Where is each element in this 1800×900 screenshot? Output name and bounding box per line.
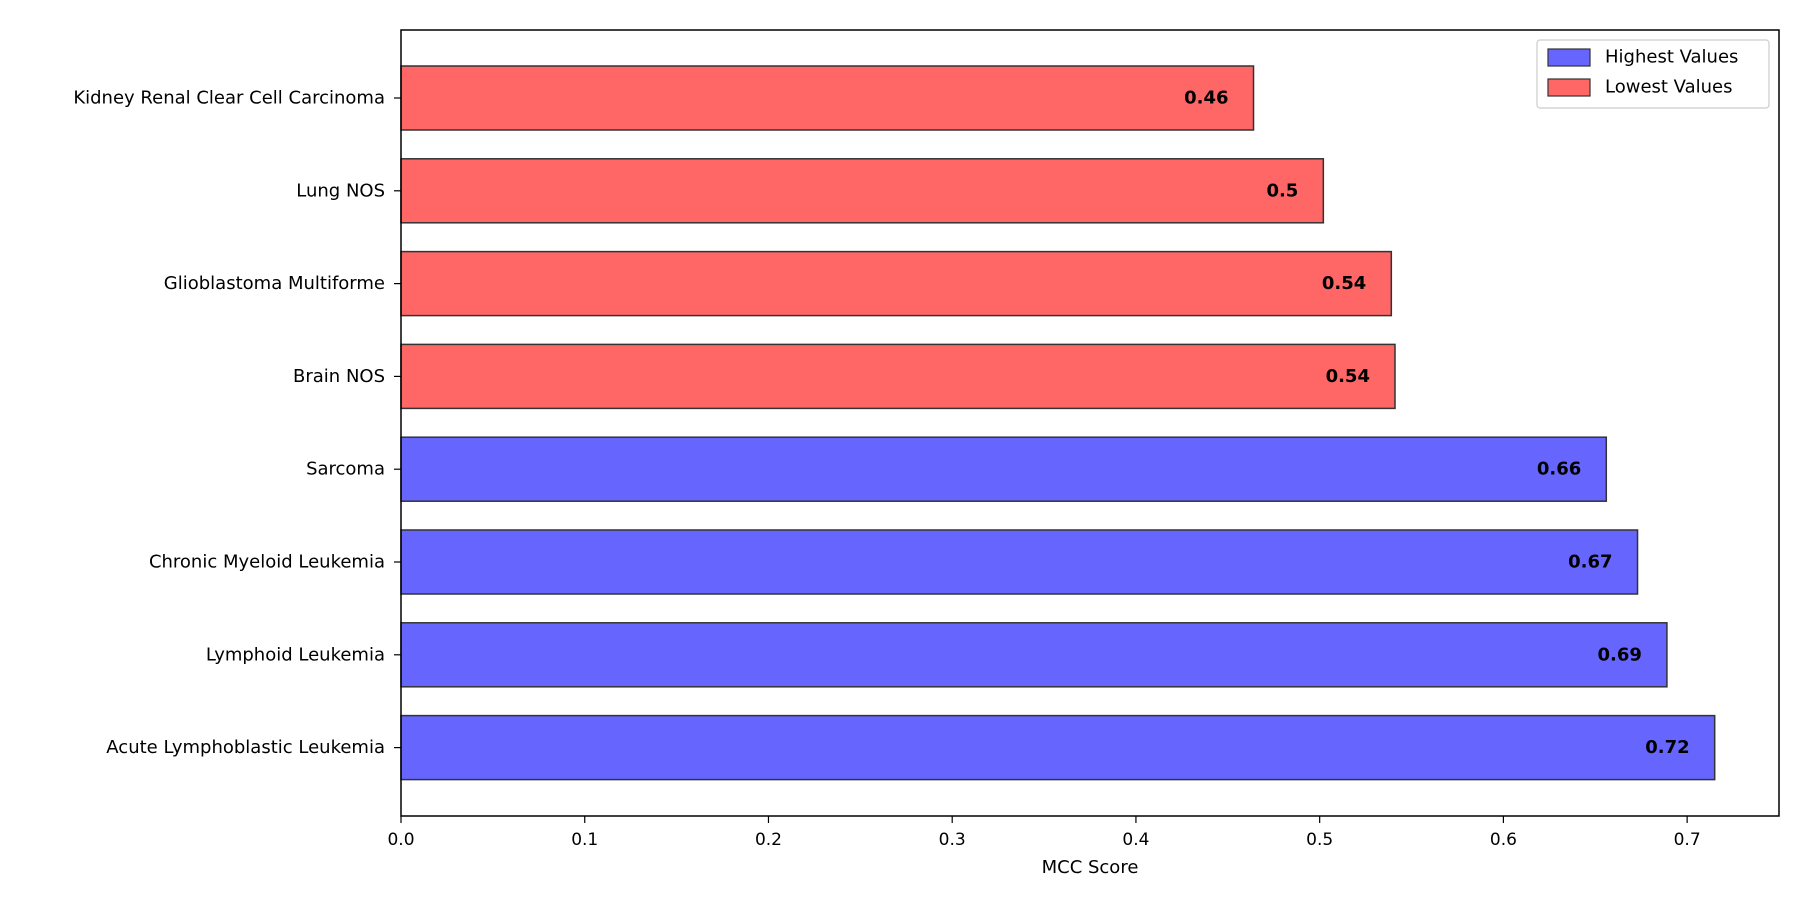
bar-value-label: 0.5	[1266, 180, 1298, 201]
x-tick-label: 0.6	[1490, 830, 1517, 850]
bar	[400, 529, 1639, 595]
x-tick-label: 0.7	[1674, 830, 1701, 850]
x-tick-label: 0.4	[1122, 830, 1149, 850]
x-axis: 0.0 0.1 0.2 0.3 0.4 0.5 0.6 0.7	[387, 816, 1701, 850]
bar	[400, 622, 1668, 688]
legend-box	[1536, 39, 1770, 109]
bar-value-label: 0.46	[1184, 88, 1228, 109]
x-tick-label: 0.3	[939, 830, 966, 850]
x-tick-label: 0.2	[755, 830, 782, 850]
bar-value-label: 0.66	[1537, 459, 1581, 480]
category-label: Kidney Renal Clear Cell Carcinoma	[73, 88, 385, 109]
bar-value-label: 0.72	[1645, 737, 1689, 758]
bar-value-label: 0.54	[1326, 366, 1370, 387]
legend: Highest Values Lowest Values	[1536, 39, 1770, 109]
x-axis-title: MCC Score	[1042, 857, 1139, 878]
bar	[400, 250, 1393, 317]
legend-swatch	[1547, 78, 1591, 97]
bar	[400, 714, 1716, 781]
x-tick-label: 0.1	[571, 830, 598, 850]
bar	[400, 436, 1608, 502]
category-label: Lung NOS	[296, 180, 385, 201]
bar-value-label: 0.69	[1598, 644, 1642, 665]
category-label: Lymphoid Leukemia	[206, 644, 385, 665]
plot-frame	[400, 29, 1780, 817]
bar	[400, 65, 1255, 131]
bars-layer: 0.46 0.5 0.54 0.54 0.66 0.67 0.69 0.72	[400, 65, 1716, 781]
legend-swatch	[1547, 48, 1591, 67]
category-label: Acute Lymphoblastic Leukemia	[106, 737, 385, 758]
category-label: Brain NOS	[293, 366, 385, 387]
bar	[400, 343, 1396, 410]
category-label: Glioblastoma Multiforme	[164, 273, 385, 294]
x-tick-label: 0.0	[387, 830, 414, 850]
bar	[400, 158, 1325, 224]
bar-value-label: 0.67	[1568, 552, 1612, 573]
legend-label: Lowest Values	[1605, 77, 1733, 98]
category-label: Sarcoma	[306, 459, 385, 480]
y-axis: Kidney Renal Clear Cell Carcinoma Lung NO…	[73, 88, 401, 758]
legend-label: Highest Values	[1605, 47, 1738, 68]
category-label: Chronic Myeloid Leukemia	[149, 552, 385, 573]
x-tick-label: 0.5	[1306, 830, 1333, 850]
bar-value-label: 0.54	[1322, 273, 1366, 294]
